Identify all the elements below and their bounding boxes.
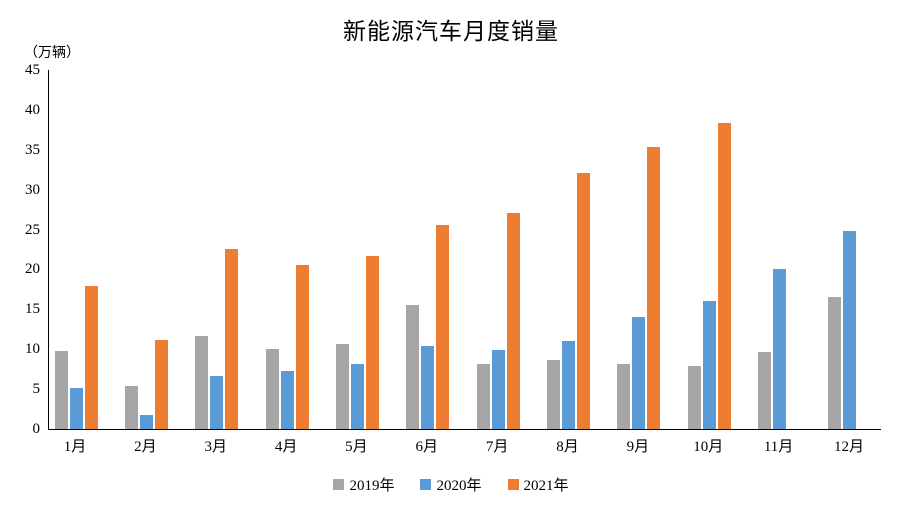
bar	[828, 297, 842, 429]
x-tick-label: 12月	[833, 439, 864, 455]
bar	[562, 341, 576, 429]
bar	[124, 385, 138, 429]
x-tick-label: 7月	[485, 439, 509, 455]
y-tick-label: 15	[25, 301, 40, 318]
bar-group	[335, 70, 379, 429]
legend-item: 2019年	[333, 474, 394, 495]
bar	[773, 269, 787, 429]
bar	[350, 363, 364, 429]
bar-group	[406, 70, 450, 429]
bar	[195, 336, 209, 429]
y-tick-label: 30	[25, 181, 40, 198]
bar	[617, 363, 631, 429]
x-tick-label: 9月	[626, 439, 650, 455]
y-tick-label: 0	[32, 421, 41, 437]
legend-label: 2019年	[349, 478, 395, 494]
bar	[577, 172, 591, 429]
bar	[139, 415, 153, 429]
legend-item: 2020年	[420, 474, 482, 495]
y-tick-label: 10	[25, 341, 40, 358]
bar	[717, 122, 731, 429]
bar	[69, 387, 83, 429]
bar	[365, 255, 379, 429]
bar	[295, 264, 309, 429]
bar-group	[476, 70, 520, 429]
bar-group	[617, 70, 661, 429]
bar-group	[758, 70, 801, 429]
legend-item: 2021年	[507, 474, 569, 495]
bar	[506, 212, 520, 429]
bar	[210, 376, 224, 429]
plot-area	[48, 70, 881, 430]
bar-group	[265, 70, 309, 429]
bar	[647, 146, 661, 429]
y-axis-labels: 0 5 10 15 20 25 30 35 40 45	[0, 62, 41, 437]
y-tick-label: 45	[25, 62, 40, 78]
bar-group	[828, 70, 871, 429]
bar	[84, 286, 98, 429]
x-tick-label: 8月	[556, 439, 579, 455]
bar	[687, 365, 701, 429]
bar	[436, 224, 450, 429]
bar-group	[687, 70, 731, 429]
bar	[476, 363, 490, 429]
bar	[406, 304, 420, 429]
x-tick-label: 2月	[134, 439, 157, 455]
x-tick-label: 10月	[693, 439, 724, 455]
x-axis-labels: 1月 2月 3月 4月 5月 6月 7月 8月 9月 10月 11月 12月	[48, 431, 880, 457]
bar	[280, 370, 294, 429]
x-tick-label: 5月	[345, 439, 368, 455]
bar	[335, 343, 349, 429]
bar-group	[124, 70, 168, 429]
y-tick-label: 25	[25, 221, 40, 238]
y-tick-label: 35	[25, 141, 40, 158]
y-tick-label: 5	[32, 381, 41, 398]
y-axis-unit-label: （万辆）	[24, 46, 80, 61]
bar	[265, 349, 279, 429]
x-tick-label: 6月	[415, 439, 439, 455]
legend-label: 2020年	[436, 478, 482, 494]
y-tick-label: 40	[25, 101, 40, 118]
bar	[54, 350, 68, 429]
bar-group	[195, 70, 239, 429]
bar	[632, 317, 646, 429]
y-tick-label: 20	[25, 261, 40, 278]
x-tick-label: 1月	[63, 439, 87, 455]
bar	[547, 359, 561, 429]
bar	[702, 300, 716, 429]
x-tick-label: 11月	[763, 439, 794, 455]
legend-swatch	[420, 479, 432, 490]
bar	[491, 350, 505, 429]
x-tick-label: 3月	[204, 439, 227, 455]
bar	[758, 351, 772, 429]
bar-group	[547, 70, 591, 429]
bar	[421, 346, 435, 429]
legend-label: 2021年	[523, 478, 569, 494]
chart-title: 新能源汽车月度销量	[343, 19, 559, 44]
legend: 2019年 2020年 2021年	[0, 474, 902, 495]
bar	[154, 340, 168, 429]
legend-swatch	[333, 479, 345, 490]
bar-group	[54, 70, 98, 429]
x-tick-label: 4月	[274, 439, 298, 455]
bar	[225, 248, 239, 429]
legend-swatch	[507, 479, 519, 490]
bar	[843, 231, 857, 429]
